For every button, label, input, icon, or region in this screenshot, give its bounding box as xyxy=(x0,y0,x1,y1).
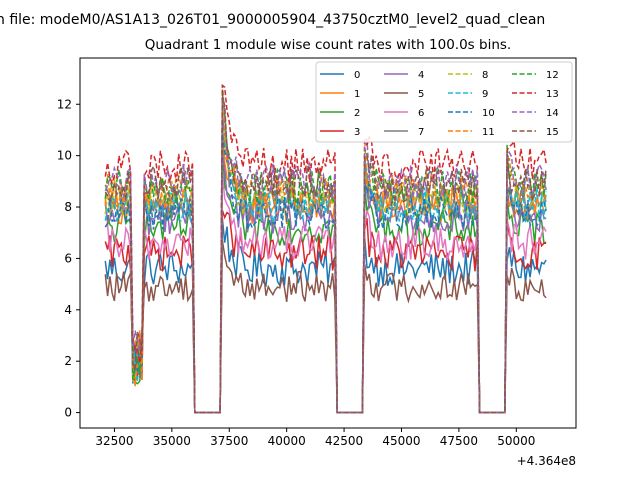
x-axis: 32500 35000 37500 40000 42500 45000 47500 50000 xyxy=(95,428,535,448)
y-tick-label: 6 xyxy=(64,251,72,265)
series-line-6 xyxy=(104,173,547,414)
series-line-13 xyxy=(104,83,547,414)
x-tick-label: 35000 xyxy=(153,434,191,448)
legend-label: 3 xyxy=(354,127,360,138)
legend-label: 2 xyxy=(354,108,360,119)
legend-box xyxy=(315,61,573,143)
series-line-1 xyxy=(104,125,547,414)
series-layer xyxy=(104,83,547,414)
figure-suptitle: n file: modeM0/AS1A13_026T01_9000005904_… xyxy=(0,12,545,28)
legend-label: 7 xyxy=(418,127,424,138)
legend-label: 8 xyxy=(482,70,488,81)
series-line-10 xyxy=(104,136,547,414)
y-tick-label: 8 xyxy=(64,200,72,214)
series-line-15 xyxy=(104,94,547,414)
series-line-5 xyxy=(104,240,547,414)
chart-title: Quadrant 1 module wise count rates with … xyxy=(145,37,511,53)
series-line-8 xyxy=(104,129,547,414)
plot-area-frame xyxy=(79,57,577,429)
series-line-11 xyxy=(104,100,547,414)
y-tick-label: 12 xyxy=(57,97,72,111)
x-tick-label: 40000 xyxy=(268,434,306,448)
x-tick-label: 32500 xyxy=(95,434,133,448)
y-tick-label: 2 xyxy=(64,354,72,368)
x-tick-label: 42500 xyxy=(325,434,363,448)
x-tick-label: 45000 xyxy=(382,434,420,448)
legend-label: 0 xyxy=(354,70,360,81)
y-tick-label: 0 xyxy=(64,406,72,420)
legend-label: 14 xyxy=(546,108,559,119)
legend-label: 5 xyxy=(418,89,424,100)
legend-label: 10 xyxy=(482,108,495,119)
legend-label: 4 xyxy=(418,70,424,81)
y-tick-label: 4 xyxy=(64,303,72,317)
x-tick-label: 47500 xyxy=(440,434,478,448)
legend-label: 13 xyxy=(546,89,559,100)
legend-label: 11 xyxy=(482,127,495,138)
legend-label: 6 xyxy=(418,108,424,119)
series-line-9 xyxy=(104,133,547,414)
legend-label: 1 xyxy=(354,89,360,100)
legend-label: 9 xyxy=(482,89,488,100)
series-line-14 xyxy=(104,98,547,414)
legend-label: 12 xyxy=(546,70,559,81)
y-tick-label: 10 xyxy=(57,149,72,163)
y-axis: 0 2 4 6 8 10 12 xyxy=(57,97,80,420)
legend-label: 15 xyxy=(546,127,559,138)
x-tick-label: 50000 xyxy=(497,434,535,448)
x-tick-label: 37500 xyxy=(210,434,248,448)
x-offset-label: +4.364e8 xyxy=(517,454,576,468)
